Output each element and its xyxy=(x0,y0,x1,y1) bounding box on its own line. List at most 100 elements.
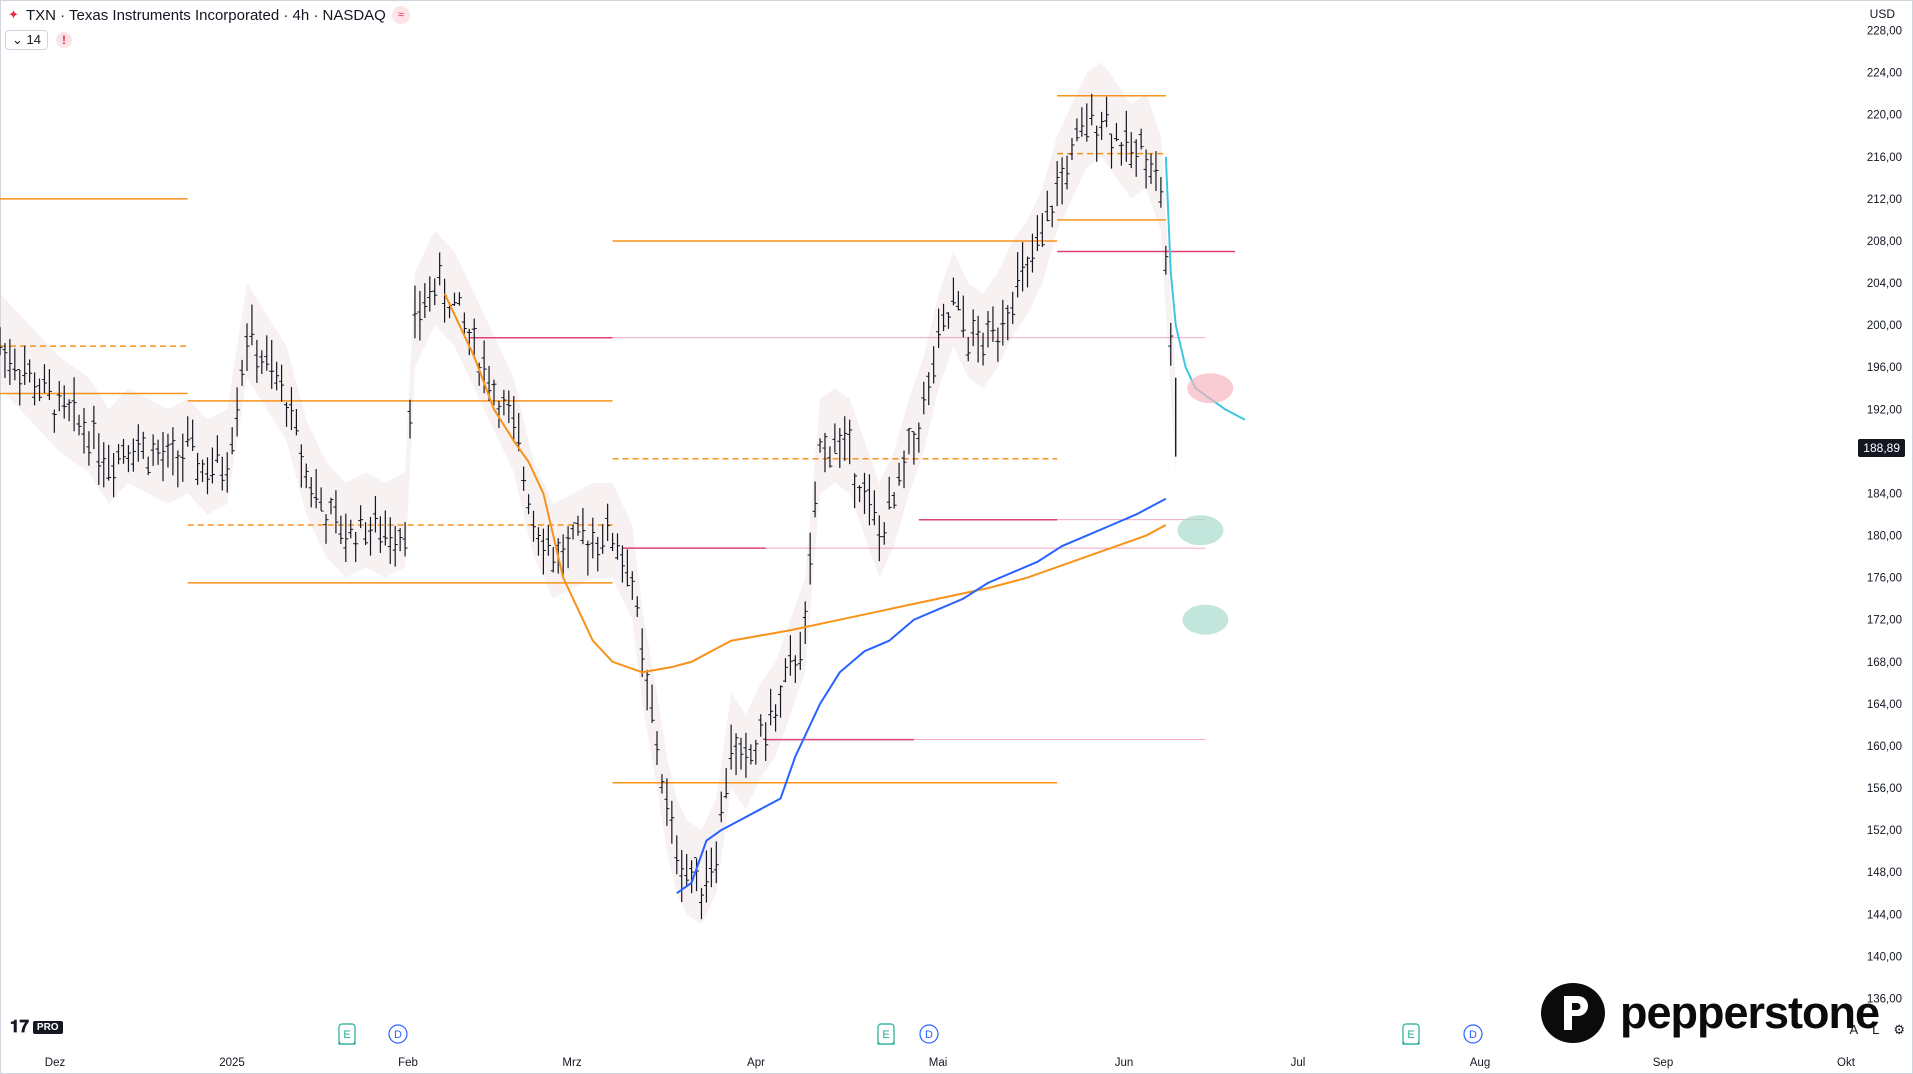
price-bar xyxy=(1118,142,1124,166)
price-bar xyxy=(284,402,290,427)
price-bar xyxy=(708,847,714,888)
price-bar xyxy=(1025,256,1031,288)
price-bar xyxy=(669,800,675,844)
dividend-event-icon[interactable]: D xyxy=(1463,1024,1483,1044)
price-bar xyxy=(81,407,87,454)
price-bar xyxy=(975,315,981,363)
y-tick-label: 212,00 xyxy=(1867,194,1902,206)
price-bar xyxy=(862,472,867,514)
earnings-event-icon[interactable]: E xyxy=(1402,1023,1420,1045)
price-bar xyxy=(916,422,922,453)
price-bar xyxy=(694,857,700,892)
price-bar xyxy=(135,424,141,462)
price-bar xyxy=(921,381,927,415)
price-bar xyxy=(338,515,344,545)
price-bar xyxy=(649,684,655,723)
price-bar xyxy=(56,381,62,412)
log-scale-button[interactable]: L xyxy=(1872,1022,1880,1037)
price-bar xyxy=(61,385,67,419)
price-bar xyxy=(575,515,581,536)
price-bar xyxy=(945,312,951,329)
event-shape xyxy=(338,1023,356,1045)
price-bar xyxy=(407,399,413,439)
earnings-event-icon[interactable]: E xyxy=(338,1023,356,1045)
price-bar xyxy=(451,292,457,306)
price-bar xyxy=(412,285,418,339)
price-bar xyxy=(738,737,744,770)
y-tick-label: 196,00 xyxy=(1867,362,1902,374)
tradingview-logo[interactable]: 𝟏𝟕 PRO xyxy=(10,1017,63,1037)
price-bar xyxy=(1020,242,1026,292)
price-bar xyxy=(318,487,324,512)
price-bar xyxy=(807,532,813,585)
price-bar xyxy=(679,849,685,903)
price-bar xyxy=(950,277,956,306)
price-bar xyxy=(397,528,403,552)
price-bar xyxy=(32,372,38,406)
y-tick-label: 172,00 xyxy=(1867,615,1902,627)
ti-logo-icon: ✦ xyxy=(8,7,19,22)
series-line-1 xyxy=(676,497,1167,895)
price-bar xyxy=(12,348,18,381)
price-bar xyxy=(1064,155,1070,190)
price-bar xyxy=(511,396,517,442)
price-bar xyxy=(466,328,472,356)
y-tick-label: 140,00 xyxy=(1867,951,1902,963)
price-bar xyxy=(165,433,171,468)
event-label: E xyxy=(882,1029,889,1041)
price-bar xyxy=(1099,111,1105,140)
support-zone-1 xyxy=(1177,515,1224,546)
price-bar xyxy=(911,431,917,465)
price-bar xyxy=(1005,305,1011,341)
price-bar xyxy=(782,658,788,683)
price-bar xyxy=(41,364,47,394)
price-bar xyxy=(886,476,892,510)
currency-label[interactable]: USD xyxy=(1869,7,1895,21)
price-bar xyxy=(565,526,571,569)
price-bar xyxy=(363,522,369,546)
x-tick-label: Apr xyxy=(747,1057,765,1069)
price-bar xyxy=(382,510,388,546)
interval-toggle[interactable]: ⌄ 14 xyxy=(5,30,48,50)
x-tick-label: Mai xyxy=(929,1057,948,1069)
price-bar xyxy=(249,304,255,346)
series-line-0 xyxy=(443,293,1167,674)
price-bar xyxy=(1079,107,1085,137)
price-bar xyxy=(1000,299,1006,346)
compare-icon[interactable]: ≈ xyxy=(391,6,410,24)
price-bar xyxy=(353,531,359,563)
price-bar xyxy=(842,416,848,461)
auto-scale-button[interactable]: A xyxy=(1849,1022,1859,1037)
price-bar xyxy=(847,419,853,465)
price-bar xyxy=(145,456,151,476)
price-bar xyxy=(990,306,996,342)
price-bar xyxy=(600,524,606,554)
pro-badge: PRO xyxy=(32,1020,63,1034)
y-tick-label: 176,00 xyxy=(1867,573,1902,585)
y-tick-label: 184,00 xyxy=(1867,488,1902,500)
price-bar xyxy=(1158,176,1164,208)
price-bar xyxy=(121,439,126,464)
price-bar xyxy=(644,669,650,711)
warning-icon[interactable]: ! xyxy=(55,32,72,48)
price-bar xyxy=(610,532,616,552)
event-shape xyxy=(919,1024,939,1044)
dividend-event-icon[interactable]: D xyxy=(388,1024,408,1044)
price-bar xyxy=(570,522,576,540)
symbol-header[interactable]: ✦ TXN · Texas Instruments Incorporated ·… xyxy=(8,6,410,24)
price-bar xyxy=(1123,110,1129,162)
price-bar xyxy=(639,628,645,677)
settings-gear-icon[interactable]: ⚙ xyxy=(1893,1022,1905,1037)
price-bar xyxy=(748,744,754,765)
price-bar xyxy=(560,534,566,576)
x-tick-label: Jun xyxy=(1115,1057,1134,1069)
price-bar xyxy=(214,435,220,463)
price-bar xyxy=(0,327,3,356)
price-bar xyxy=(822,432,828,473)
price-bar xyxy=(476,362,482,386)
dividend-event-icon[interactable]: D xyxy=(919,1024,939,1044)
interval-value: 14 xyxy=(26,32,41,47)
price-bar xyxy=(200,459,206,482)
earnings-event-icon[interactable]: E xyxy=(877,1023,895,1045)
